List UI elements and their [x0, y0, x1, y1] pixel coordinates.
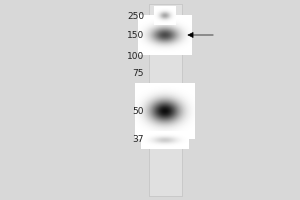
- Text: 150: 150: [127, 30, 144, 40]
- Text: 250: 250: [127, 12, 144, 21]
- Text: 75: 75: [133, 68, 144, 77]
- Text: 50: 50: [133, 107, 144, 116]
- Bar: [148, 4, 182, 196]
- Text: 100: 100: [127, 52, 144, 61]
- Text: 37: 37: [133, 134, 144, 144]
